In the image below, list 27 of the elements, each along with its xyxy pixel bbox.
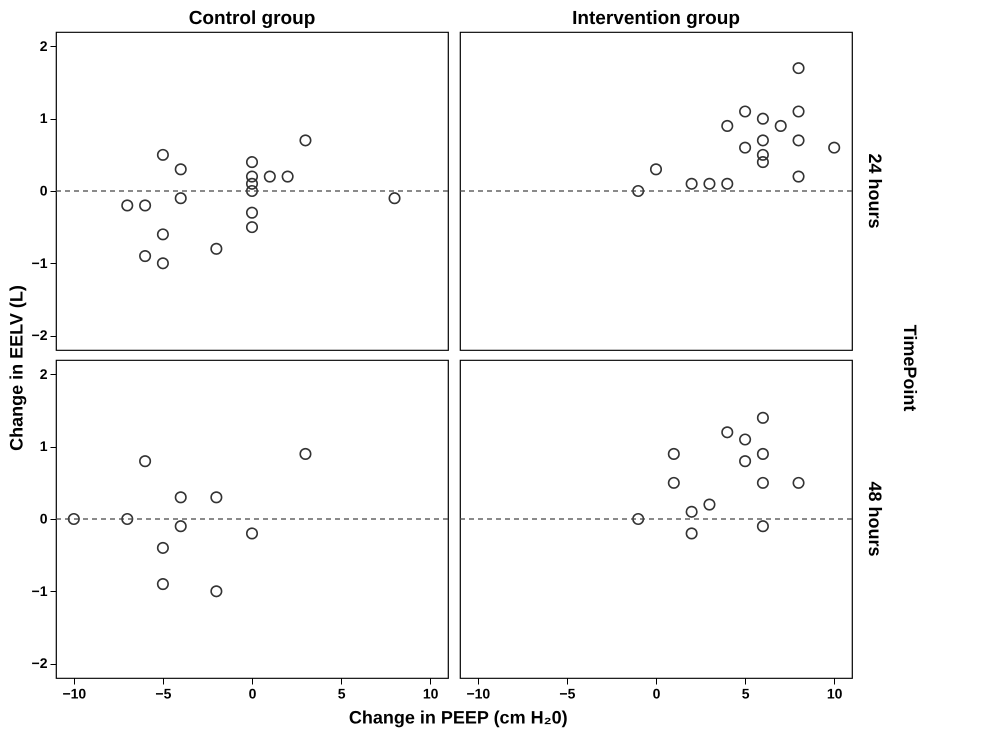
x-tick-label: −5 bbox=[559, 686, 576, 702]
y-tick-label: 1 bbox=[40, 110, 48, 126]
x-tick-label: 0 bbox=[652, 686, 661, 702]
y-tick-label: 0 bbox=[40, 182, 48, 198]
x-tick-label: 5 bbox=[742, 686, 750, 702]
y2-axis-title: 24 hours bbox=[865, 153, 885, 229]
y-tick-label: −1 bbox=[32, 582, 48, 599]
x-axis-title: Change in PEEP (cm H₂0) bbox=[348, 708, 568, 728]
y2-axis-title: 48 hours bbox=[865, 481, 885, 557]
chart-title: Intervention group bbox=[572, 8, 740, 29]
x-tick-label: −10 bbox=[466, 686, 490, 702]
chart-title: Control group bbox=[188, 8, 316, 29]
y-tick-label: 2 bbox=[40, 366, 48, 382]
x-tick-label: −10 bbox=[62, 686, 86, 702]
y-tick-label: −2 bbox=[32, 655, 48, 672]
y-tick-label: 2 bbox=[40, 38, 48, 54]
text: TimePoint bbox=[900, 324, 920, 412]
y-tick-label: 0 bbox=[40, 510, 48, 526]
x-tick-label: 5 bbox=[338, 686, 346, 702]
x-tick-label: 10 bbox=[422, 686, 439, 702]
y-tick-label: 1 bbox=[40, 438, 48, 454]
x-tick-label: −5 bbox=[155, 686, 172, 702]
x-tick-label: 10 bbox=[826, 686, 843, 702]
y-axis-title: Change in EELV (L) bbox=[6, 285, 26, 451]
y-tick-label: −2 bbox=[32, 327, 48, 344]
x-tick-label: 0 bbox=[248, 686, 257, 702]
y-tick-label: −1 bbox=[32, 254, 48, 271]
